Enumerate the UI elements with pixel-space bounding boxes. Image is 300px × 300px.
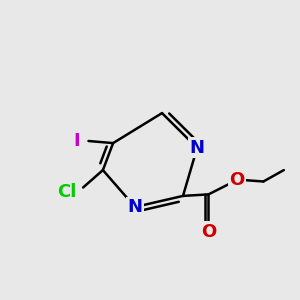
Text: N: N [128, 198, 142, 216]
Text: N: N [190, 139, 205, 157]
Text: O: O [230, 171, 244, 189]
Text: Cl: Cl [57, 183, 76, 201]
Text: I: I [73, 132, 80, 150]
Text: O: O [201, 223, 216, 241]
